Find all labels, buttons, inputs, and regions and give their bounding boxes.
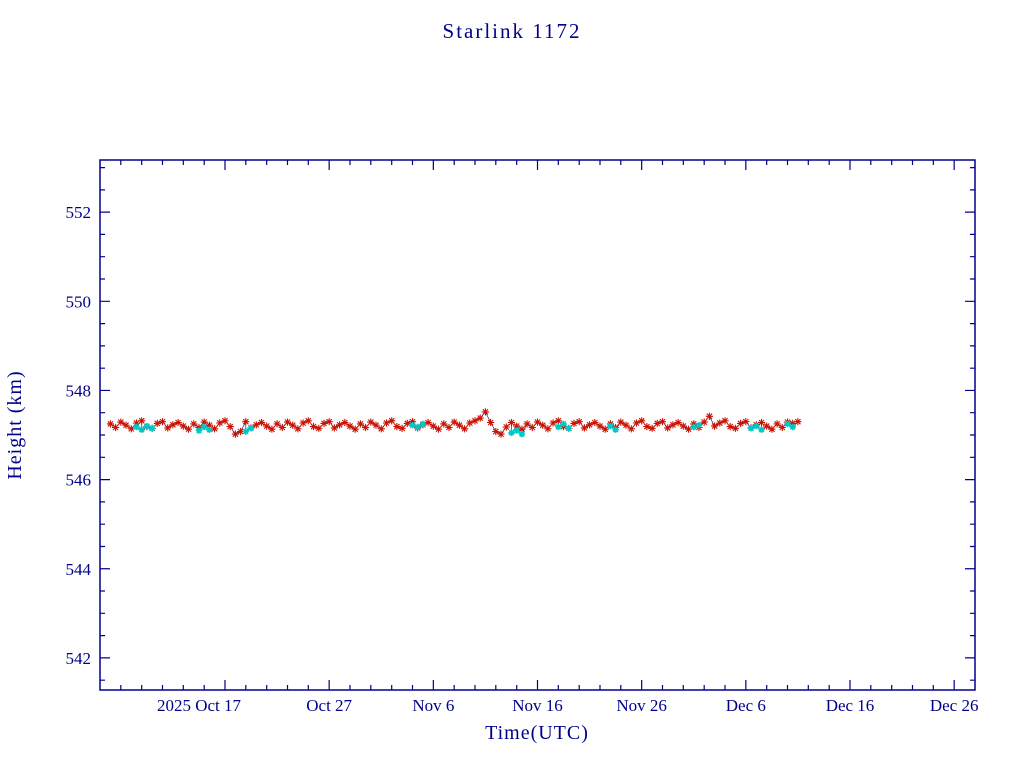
series-height-secondary-markers <box>133 420 796 438</box>
x-tick-label: Dec 16 <box>826 696 875 715</box>
x-tick-label: Nov 6 <box>412 696 454 715</box>
chart-title: Starlink 1172 <box>443 19 582 43</box>
y-tick-label: 546 <box>66 471 92 490</box>
x-tick-label: Nov 26 <box>616 696 667 715</box>
plot-box <box>99 159 976 691</box>
x-tick-label: Dec 6 <box>726 696 766 715</box>
x-tick-label: Dec 26 <box>930 696 979 715</box>
plot-layer: 542 544 546 548 550 552 2025 Oct 17 Oct 27 Nov 6… <box>66 159 979 715</box>
x-tick-label: Nov 16 <box>512 696 563 715</box>
y-tick-label: 548 <box>66 381 92 400</box>
y-tick-label: 542 <box>66 649 92 668</box>
y-tick-label: 552 <box>66 203 92 222</box>
y-tick-label: 544 <box>66 560 92 579</box>
x-axis-label: Time(UTC) <box>485 722 589 744</box>
y-axis-label: Height (km) <box>4 370 26 479</box>
x-tick-label: 2025 Oct 17 <box>157 696 242 715</box>
y-tick-label: 550 <box>66 292 92 311</box>
x-tick-label: Oct 27 <box>306 696 352 715</box>
axis-ticks <box>100 160 975 690</box>
